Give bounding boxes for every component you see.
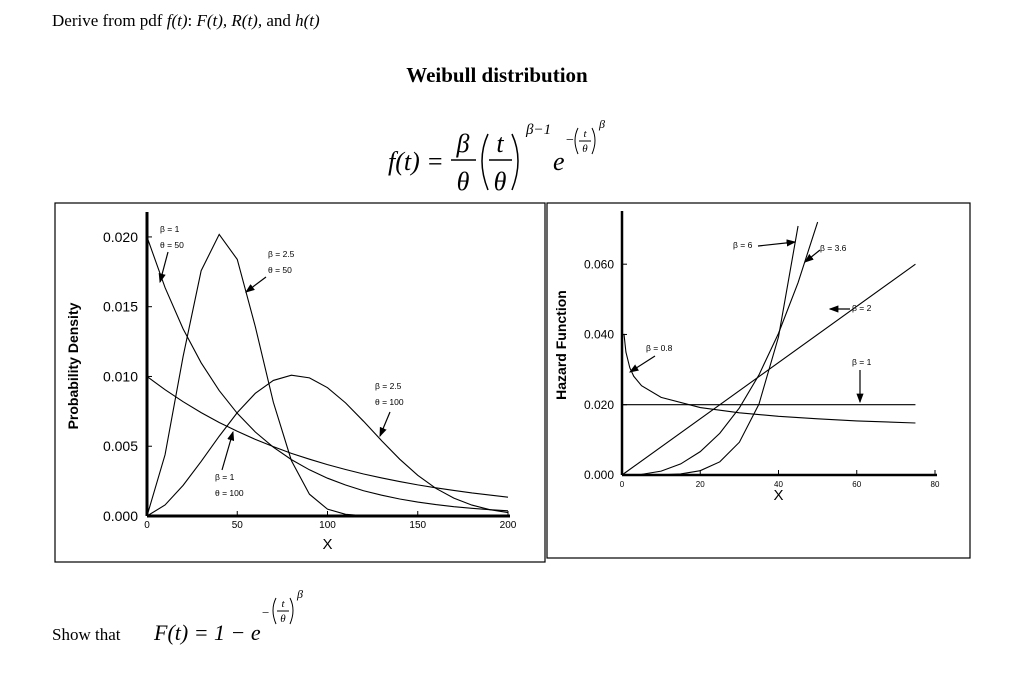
formula-part: − (566, 133, 574, 148)
footer-text: Show that (52, 625, 121, 644)
intro-text: h(t) (295, 11, 320, 30)
y-tick-label: 0.010 (103, 368, 138, 384)
curve-label: β = 6 (733, 240, 753, 250)
formula: f(t) = β θ t θ β−1 e − t θ β (388, 117, 605, 196)
y-tick-label: 0.060 (584, 257, 614, 271)
curve-arrow (158, 251, 169, 284)
paren (481, 133, 489, 191)
formula-part: θ (494, 167, 507, 196)
x-tick-label: 100 (319, 520, 336, 531)
curve-arrow (628, 355, 656, 373)
curve-label: θ = 100 (215, 488, 244, 498)
curve-label: β = 2.5 (268, 249, 295, 259)
formula-part: β (456, 129, 470, 158)
formula-part: θ (582, 143, 588, 155)
intro-text: and (262, 11, 295, 30)
y-tick-label: 0.000 (103, 508, 138, 524)
footer: Show that F(t) = 1 − e − t θ β (52, 587, 303, 645)
x-tick-label: 20 (696, 480, 705, 489)
formula-part: t (583, 128, 587, 140)
curve (622, 225, 799, 476)
y-axis-label: Probability Density (65, 302, 81, 429)
formula-part: β−1 (525, 122, 551, 138)
intro-text: f(t) (167, 11, 188, 30)
curve-arrow (221, 430, 235, 471)
curve (146, 376, 509, 498)
y-tick-label: 0.000 (584, 468, 614, 482)
formula-part: f(t) = (388, 147, 444, 176)
curve-arrow (245, 276, 267, 293)
chart-frame (54, 202, 546, 563)
y-tick-label: 0.005 (103, 438, 138, 454)
curve-label: β = 1 (852, 357, 872, 367)
y-axis-label: Hazard Function (553, 290, 569, 400)
intro: Derive from pdf f(t): F(t), R(t), and h(… (52, 11, 320, 30)
paren (272, 597, 277, 625)
paren (289, 597, 294, 625)
curve-label: β = 2.5 (375, 381, 402, 391)
footer-formula: − (262, 605, 269, 620)
x-tick-label: 80 (931, 480, 940, 489)
curve-arrow (804, 249, 821, 263)
curve-label: β = 1 (160, 224, 180, 234)
curve (621, 221, 819, 476)
x-axis-label: X (322, 536, 332, 553)
curve-label: β = 0.8 (646, 343, 673, 353)
y-tick-label: 0.040 (584, 328, 614, 342)
curve (146, 374, 509, 517)
y-tick-label: 0.020 (103, 229, 138, 245)
footer-formula: t (281, 598, 285, 610)
curve (146, 233, 508, 517)
x-tick-label: 0 (144, 520, 150, 531)
chart-frame (546, 202, 971, 559)
footer-formula: θ (280, 613, 286, 625)
curve (146, 236, 509, 512)
curve-label: θ = 50 (268, 265, 292, 275)
footer-formula: F(t) = 1 − e (153, 620, 261, 645)
y-tick-label: 0.020 (584, 398, 614, 412)
formula-part: β (598, 117, 605, 131)
curve-label: θ = 100 (375, 397, 404, 407)
footer-formula: β (296, 587, 303, 601)
paren (591, 127, 596, 155)
x-axis-label: X (773, 487, 783, 504)
curve-label: β = 1 (215, 472, 235, 482)
curve-label: β = 2 (852, 303, 872, 313)
formula-part: t (496, 129, 504, 158)
paren (574, 127, 579, 155)
x-tick-label: 0 (620, 480, 625, 489)
x-tick-label: 200 (500, 520, 517, 531)
title: Weibull distribution (406, 63, 588, 87)
intro-text: F(t), R(t), (195, 11, 262, 30)
intro-text: Derive from pdf (52, 11, 167, 30)
curve-label: θ = 50 (160, 240, 184, 250)
x-tick-label: 60 (852, 480, 861, 489)
curve-arrow (379, 411, 391, 438)
curve-label: β = 3.6 (820, 243, 847, 253)
curve-arrow (757, 239, 797, 247)
formula-part: θ (457, 167, 470, 196)
intro-text: : (188, 11, 197, 30)
paren (511, 133, 519, 191)
formula-part: e (553, 147, 565, 176)
x-tick-label: 150 (409, 520, 426, 531)
x-tick-label: 40 (774, 480, 783, 489)
x-tick-label: 50 (232, 520, 244, 531)
y-tick-label: 0.015 (103, 299, 138, 315)
